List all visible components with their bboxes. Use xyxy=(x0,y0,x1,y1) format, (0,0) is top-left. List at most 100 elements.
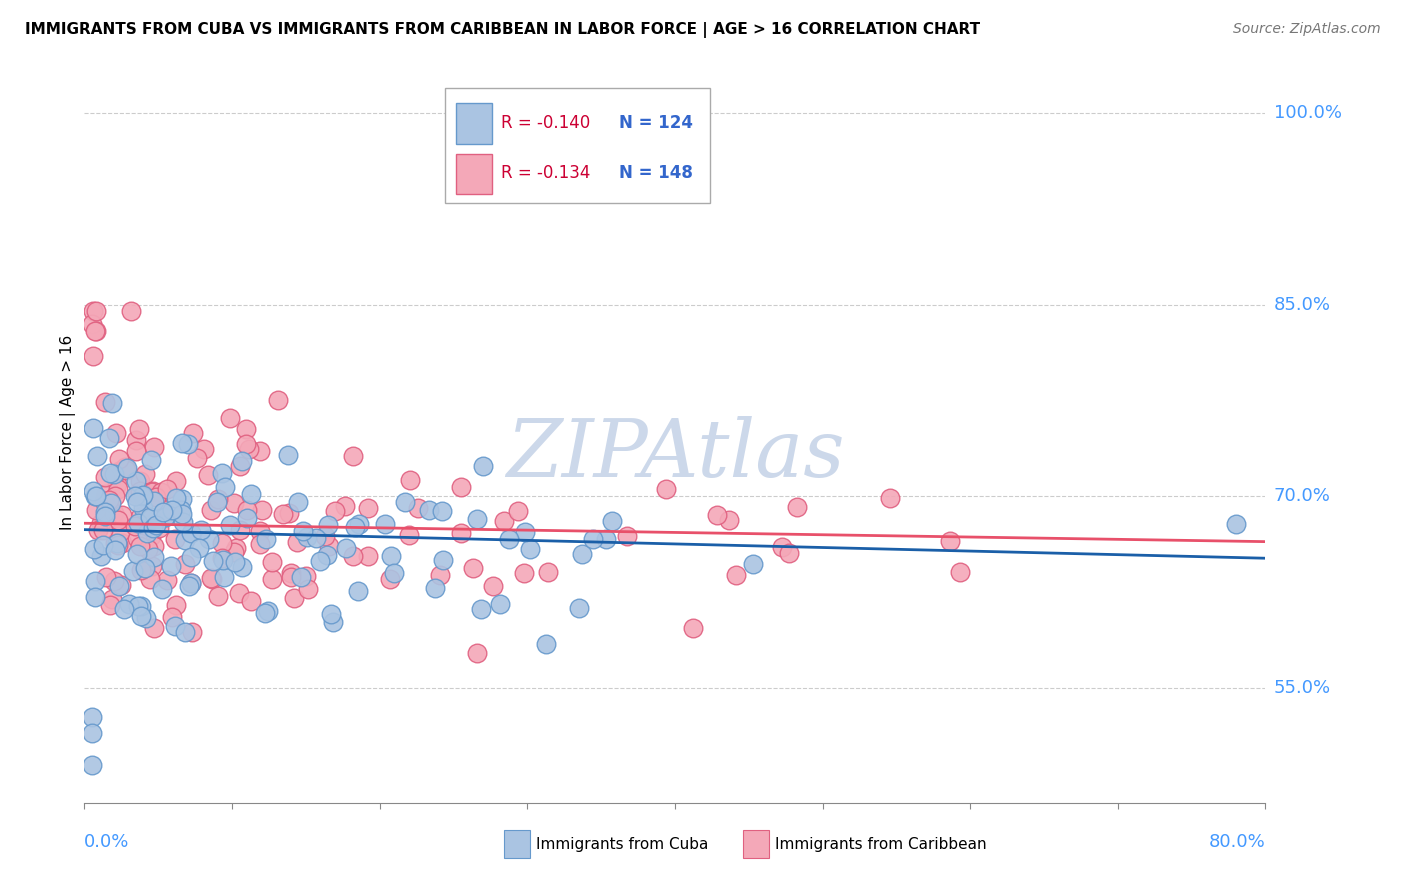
Point xyxy=(111,508,134,522)
Point xyxy=(394,495,416,509)
Point xyxy=(219,518,242,533)
Point xyxy=(150,582,173,597)
Point xyxy=(98,598,121,612)
Point xyxy=(378,572,401,586)
Point xyxy=(165,491,187,506)
Point xyxy=(239,486,262,500)
Point xyxy=(115,463,138,477)
Point xyxy=(207,492,229,507)
Point xyxy=(432,553,454,567)
Point xyxy=(717,513,740,527)
Point xyxy=(170,492,193,507)
Point xyxy=(83,324,105,338)
Point xyxy=(105,476,128,491)
Point xyxy=(344,520,367,534)
Point xyxy=(111,536,134,550)
Point xyxy=(122,564,145,578)
Text: ZIPAtlas: ZIPAtlas xyxy=(506,416,844,493)
Point xyxy=(143,550,166,565)
Point xyxy=(153,510,176,524)
Point xyxy=(174,533,197,547)
Point xyxy=(127,599,149,614)
Point xyxy=(163,619,186,633)
Point xyxy=(91,523,114,537)
Point xyxy=(163,532,186,546)
Point xyxy=(127,547,149,561)
Point xyxy=(250,503,273,517)
Point xyxy=(84,489,107,503)
Point xyxy=(200,571,222,585)
Point xyxy=(84,324,107,338)
Point xyxy=(82,349,104,363)
Point xyxy=(465,646,488,660)
Point xyxy=(236,503,259,517)
Point xyxy=(107,482,129,496)
Text: R = -0.134: R = -0.134 xyxy=(502,164,591,183)
Point xyxy=(82,484,104,499)
Point xyxy=(463,561,485,575)
Point xyxy=(198,533,221,547)
Point xyxy=(127,487,149,501)
Point xyxy=(170,503,193,517)
Point xyxy=(277,506,299,520)
Point xyxy=(211,552,233,566)
Text: R = -0.140: R = -0.140 xyxy=(502,114,591,132)
Point xyxy=(135,611,157,625)
Text: 85.0%: 85.0% xyxy=(1274,296,1330,314)
Point xyxy=(112,601,135,615)
Point xyxy=(229,523,252,537)
Point xyxy=(201,554,224,568)
Point xyxy=(124,519,146,533)
Point xyxy=(180,575,202,590)
Point xyxy=(132,488,155,502)
Point xyxy=(214,480,236,494)
Point xyxy=(170,436,193,450)
Point xyxy=(107,513,129,527)
Point xyxy=(152,505,174,519)
Point xyxy=(323,504,346,518)
Point xyxy=(143,440,166,454)
Point xyxy=(94,509,117,524)
Point xyxy=(84,503,107,517)
Point xyxy=(450,480,472,494)
Point xyxy=(103,506,125,520)
Point xyxy=(406,500,429,515)
Text: Immigrants from Cuba: Immigrants from Cuba xyxy=(536,837,707,852)
Point xyxy=(600,514,623,528)
Point xyxy=(515,524,537,539)
Point xyxy=(80,725,103,739)
Point xyxy=(148,521,170,535)
Point xyxy=(107,578,129,592)
Point xyxy=(120,304,142,318)
Point xyxy=(513,566,536,580)
Point xyxy=(295,530,318,544)
Point xyxy=(96,487,118,501)
Point xyxy=(149,485,172,500)
Point xyxy=(110,578,132,592)
Point xyxy=(472,459,495,474)
Point xyxy=(706,508,728,523)
Point xyxy=(654,482,676,496)
Point xyxy=(262,555,284,569)
Point xyxy=(205,495,228,509)
Point xyxy=(135,519,157,533)
Point xyxy=(222,545,245,559)
Point xyxy=(256,604,278,618)
Point xyxy=(207,589,229,603)
Point xyxy=(347,584,370,599)
Point xyxy=(177,579,200,593)
Point xyxy=(399,473,422,487)
Point xyxy=(100,496,122,510)
Point xyxy=(127,516,149,531)
Text: 70.0%: 70.0% xyxy=(1274,487,1330,506)
Point xyxy=(128,422,150,436)
Point xyxy=(249,524,271,538)
Point xyxy=(108,464,131,478)
Point xyxy=(129,539,152,553)
Point xyxy=(125,475,148,489)
Point xyxy=(159,558,181,573)
Point xyxy=(492,514,515,528)
Point xyxy=(108,524,131,539)
Point xyxy=(98,492,121,507)
Point xyxy=(238,442,260,456)
